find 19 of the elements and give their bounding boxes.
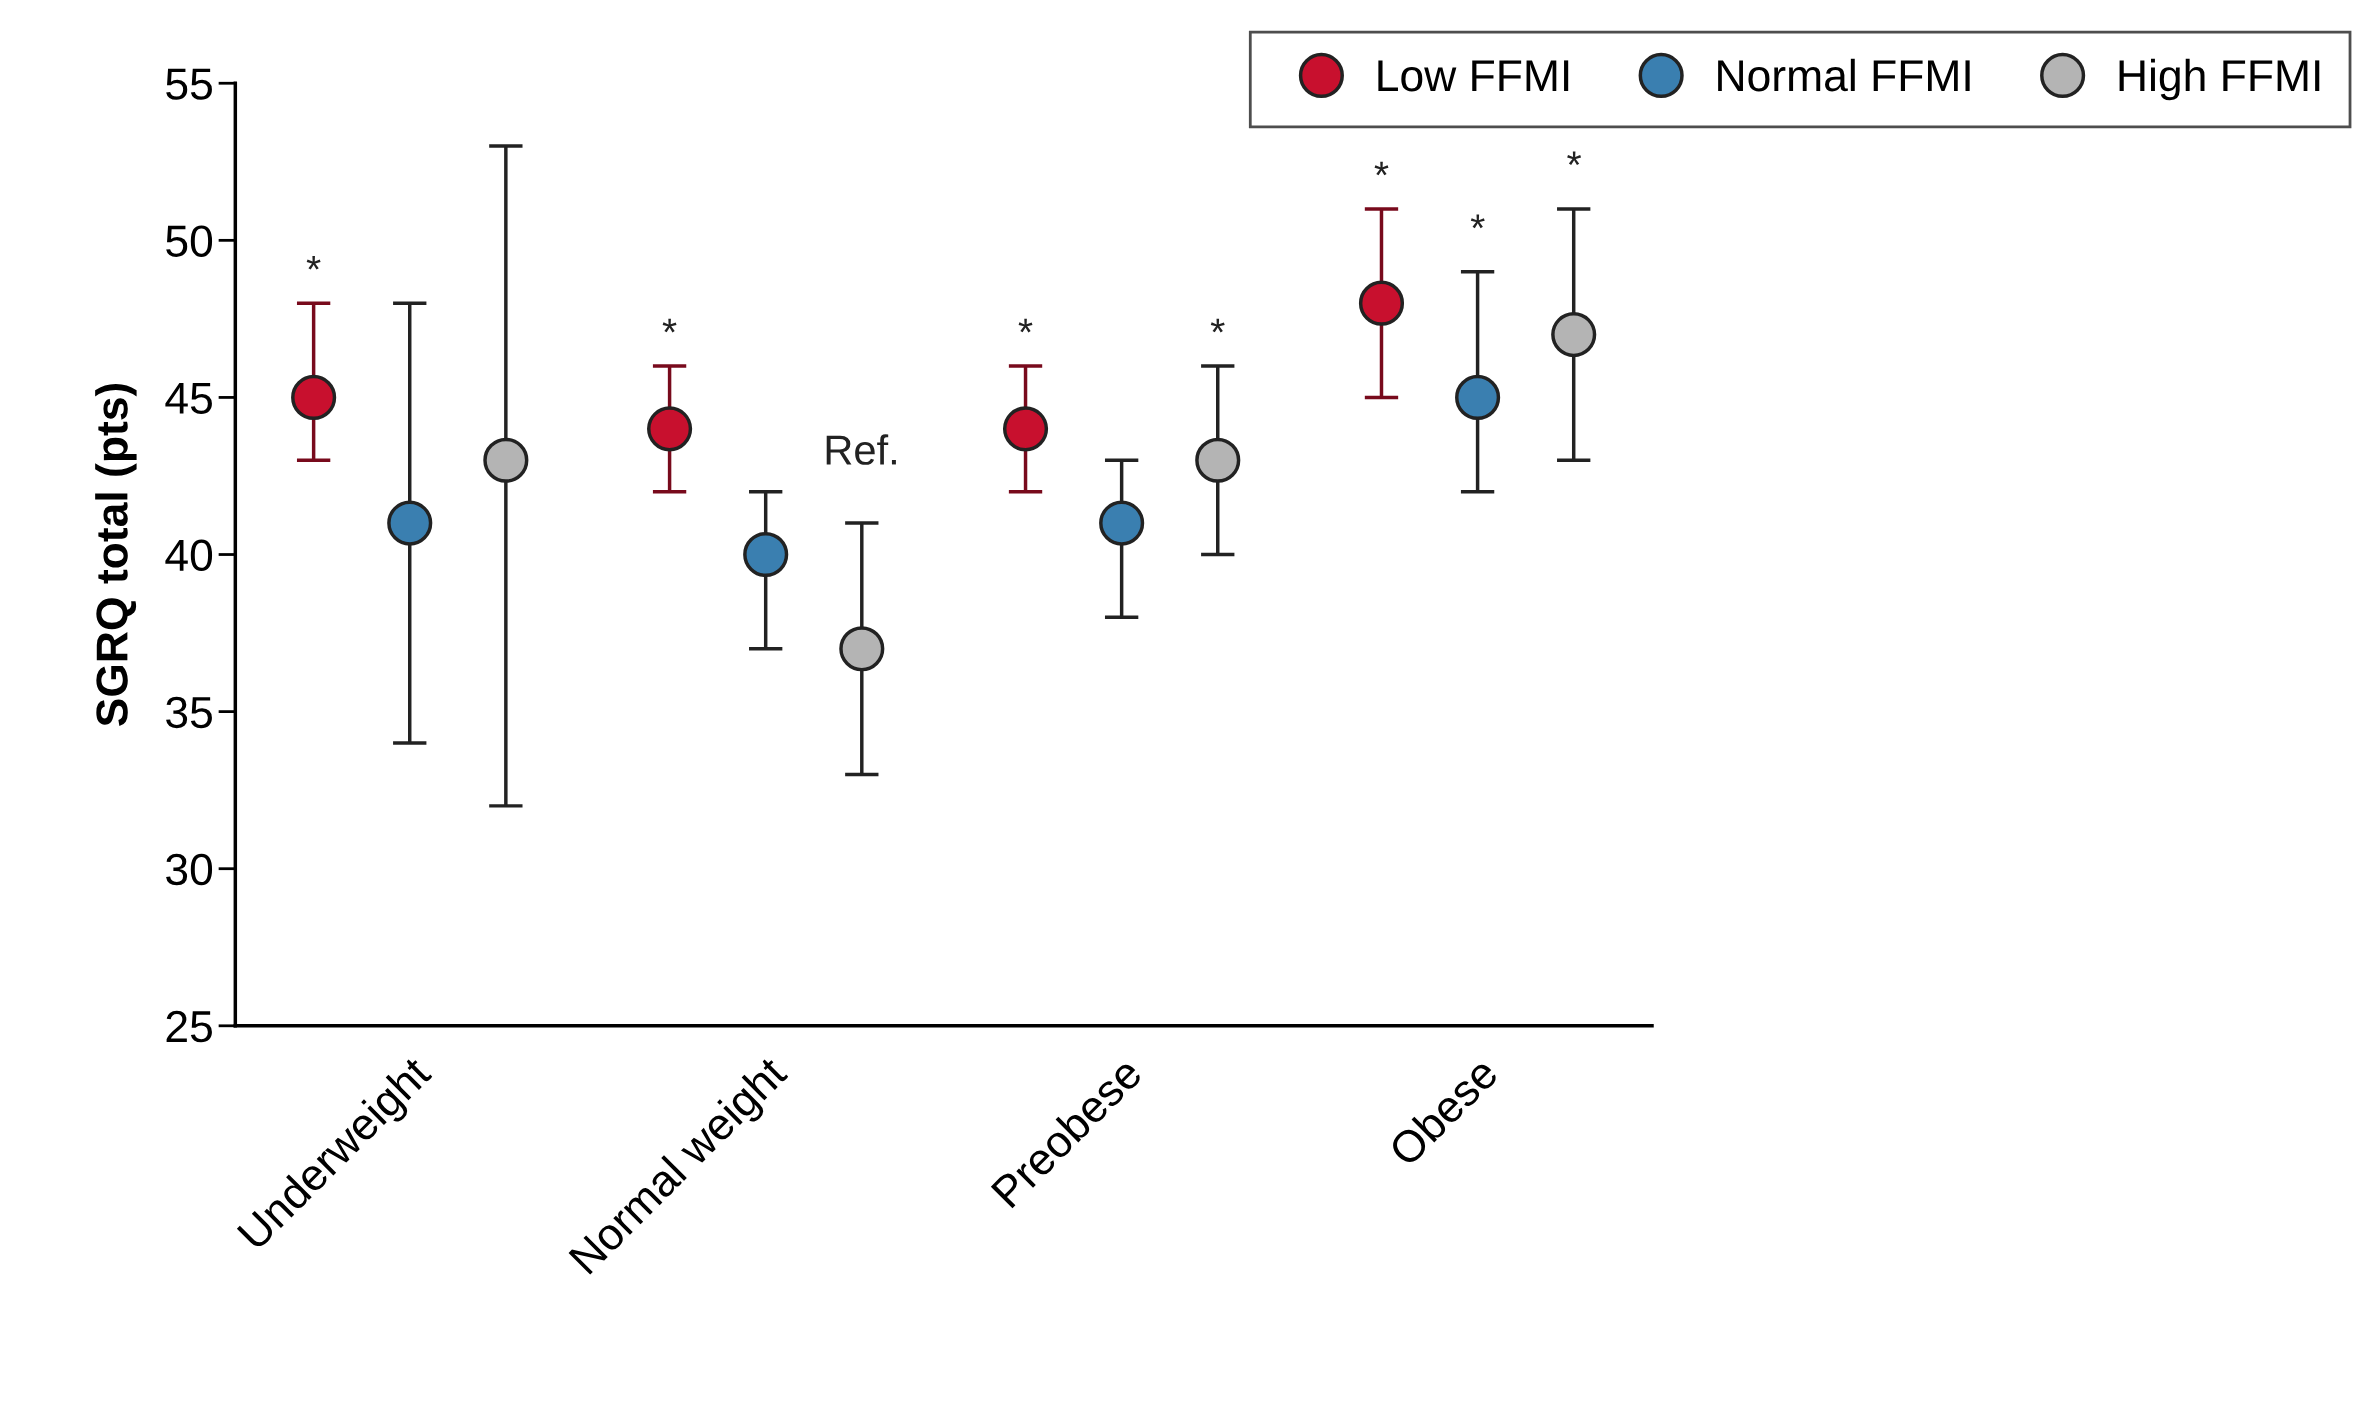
- data-label: *: [306, 255, 321, 270]
- y-tick-label: 50: [166, 225, 213, 257]
- data-label: *: [662, 318, 677, 333]
- legend-label: Normal FFMI: [1718, 58, 1970, 92]
- y-tick-label: 30: [166, 853, 213, 886]
- data-label: *: [1374, 161, 1389, 176]
- y-tick-label: 45: [165, 382, 212, 414]
- y-tick-label: 25: [166, 1010, 212, 1043]
- data-label: *: [1210, 318, 1225, 333]
- y-tick-label: 35: [166, 696, 212, 729]
- legend-label: Low FFMI: [1378, 60, 1569, 92]
- data-label: *: [1018, 318, 1033, 333]
- y-tick-label: 55: [166, 68, 212, 100]
- legend-label: High FFMI: [2119, 58, 2320, 101]
- annotation: *: [1470, 214, 1485, 229]
- y-tick-label: 40: [165, 539, 213, 572]
- annotation: Ref.: [826, 434, 896, 465]
- annotation: *: [1567, 151, 1582, 166]
- y-axis-title: SGRQ total (pts): [95, 383, 137, 727]
